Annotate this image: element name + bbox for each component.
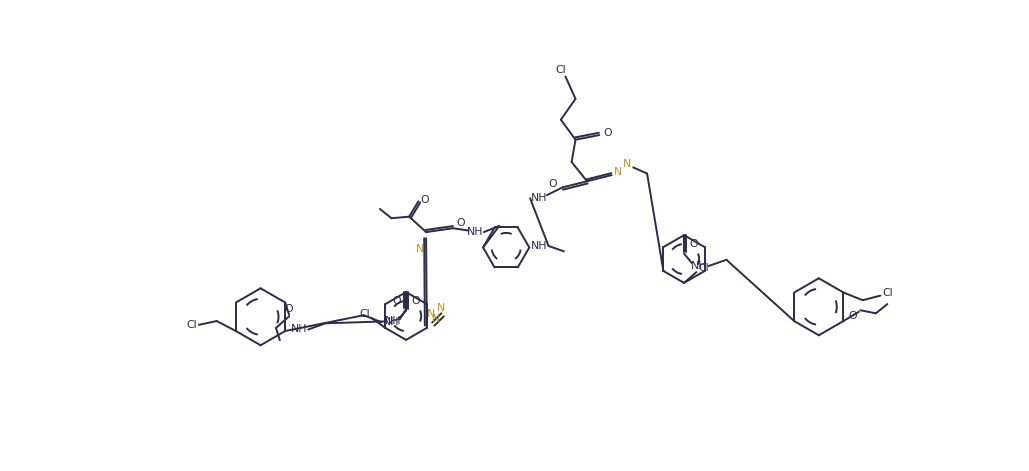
Text: NH: NH — [291, 325, 308, 334]
Text: O: O — [548, 179, 558, 189]
Text: NH: NH — [531, 193, 547, 203]
Text: O: O — [457, 218, 465, 228]
Text: NH: NH — [691, 261, 708, 271]
Text: NH: NH — [385, 317, 401, 326]
Text: O: O — [392, 296, 401, 306]
Text: O: O — [411, 296, 420, 306]
Text: N: N — [432, 314, 440, 324]
Text: NH: NH — [531, 241, 547, 251]
Text: Cl: Cl — [556, 65, 566, 75]
Text: NH: NH — [467, 227, 484, 237]
Text: N: N — [426, 309, 434, 319]
Text: O: O — [420, 195, 429, 205]
Text: Cl: Cl — [359, 309, 370, 319]
Text: Cl: Cl — [186, 320, 197, 330]
Text: O: O — [604, 128, 612, 138]
Text: Cl: Cl — [883, 287, 893, 298]
Text: NH: NH — [383, 317, 399, 327]
Text: Cl: Cl — [698, 263, 709, 273]
Text: N: N — [623, 159, 631, 169]
Text: O: O — [285, 304, 293, 314]
Text: N: N — [613, 167, 622, 177]
Text: O: O — [848, 311, 857, 321]
Text: N: N — [416, 244, 424, 254]
Text: O: O — [689, 239, 698, 250]
Text: N: N — [436, 303, 445, 313]
